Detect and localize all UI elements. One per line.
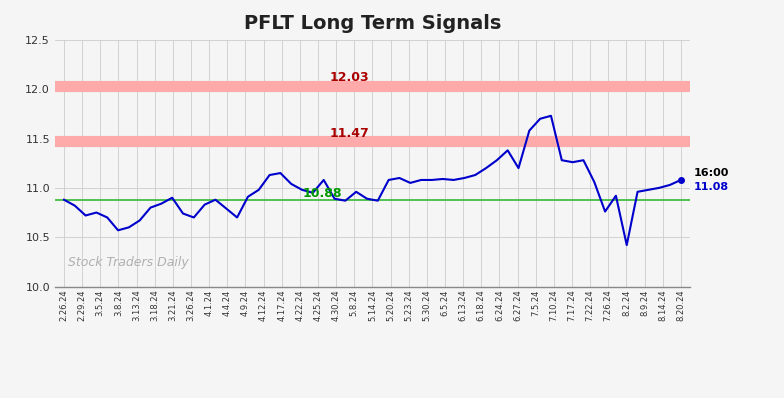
Text: 10.88: 10.88	[303, 187, 343, 200]
Text: 11.47: 11.47	[330, 127, 369, 140]
Title: PFLT Long Term Signals: PFLT Long Term Signals	[244, 14, 501, 33]
Text: Stock Traders Daily: Stock Traders Daily	[67, 256, 188, 269]
Text: 12.03: 12.03	[330, 71, 369, 84]
Text: 16:00: 16:00	[694, 168, 729, 178]
Text: 11.08: 11.08	[694, 182, 728, 192]
